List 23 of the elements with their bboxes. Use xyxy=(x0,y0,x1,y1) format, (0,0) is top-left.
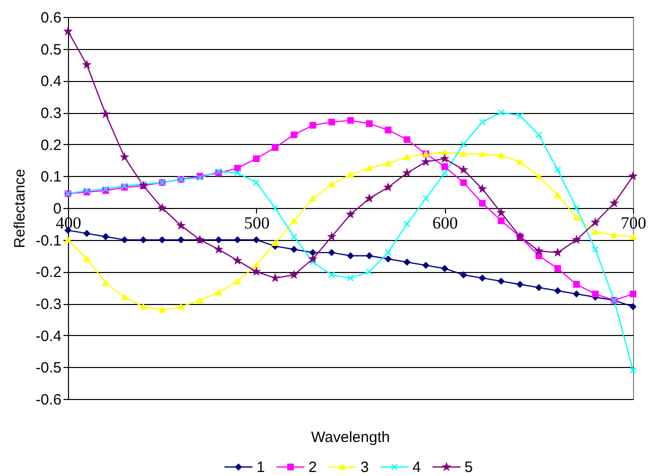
x-axis-title: Wavelength xyxy=(311,429,390,446)
y-tick-label: -0.6 xyxy=(36,392,62,408)
y-tick-label: 0.3 xyxy=(40,105,62,122)
y-axis-title: Reflectance xyxy=(12,168,29,248)
x-tick-label: 500 xyxy=(244,214,270,232)
y-tick-label: -0.1 xyxy=(36,232,62,250)
y-tick-label: -0.4 xyxy=(36,328,62,345)
y-tick-label: -0.5 xyxy=(36,360,62,377)
legend-label: 3 xyxy=(360,459,369,476)
y-tick-label: 0 xyxy=(53,200,62,218)
x-tick-label: 700 xyxy=(620,214,646,232)
y-tick-label: -0.3 xyxy=(36,296,62,313)
y-tick-label: -0.2 xyxy=(36,264,62,282)
y-tick-label: 0.6 xyxy=(40,10,62,26)
y-tick-label: 0.4 xyxy=(40,73,62,90)
y-tick-label: 0.5 xyxy=(40,41,62,58)
y-tick-label: 0.2 xyxy=(40,136,62,154)
legend-label: 1 xyxy=(256,459,265,476)
legend-label: 5 xyxy=(464,459,473,476)
x-tick-label: 600 xyxy=(432,214,458,232)
legend-label: 4 xyxy=(412,459,421,476)
legend-label: 2 xyxy=(308,459,317,476)
y-tick-label: 0.1 xyxy=(40,168,62,186)
